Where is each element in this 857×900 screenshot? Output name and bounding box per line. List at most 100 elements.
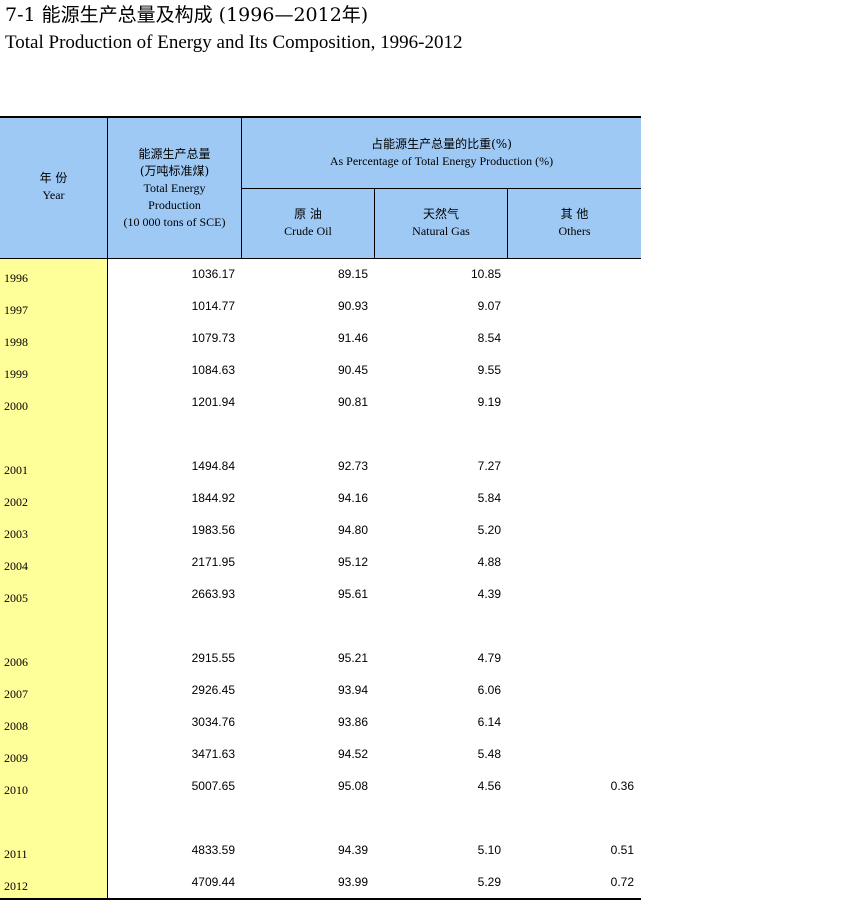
table-row: 2008 3034.76 93.86 6.14 <box>0 715 641 735</box>
header-gas-en: Natural Gas <box>412 224 470 238</box>
cell-oil: 93.99 <box>337 875 368 889</box>
page-subtitle: Total Production of Energy and Its Compo… <box>5 32 463 53</box>
cell-year: 2006 <box>4 655 28 669</box>
cell-total: 1983.56 <box>191 523 235 537</box>
cell-year: 2003 <box>4 527 28 541</box>
table-row: 1997 1014.77 90.93 9.07 <box>0 299 641 319</box>
cell-total: 4709.44 <box>191 875 235 889</box>
header-total-cn2: (万吨标准煤) <box>139 164 210 178</box>
cell-others: 0.36 <box>610 779 634 793</box>
table-row: 2004 2171.95 95.12 4.88 <box>0 555 641 575</box>
cell-others: 0.72 <box>610 875 634 889</box>
table-row: 2006 2915.55 95.21 4.79 <box>0 651 641 671</box>
cell-total: 3034.76 <box>191 715 235 729</box>
cell-gas: 5.84 <box>477 491 501 505</box>
header-total-cn1: 能源生产总量 <box>138 147 211 161</box>
cell-oil: 95.21 <box>337 651 368 665</box>
cell-total: 4833.59 <box>191 843 235 857</box>
cell-oil: 95.08 <box>337 779 368 793</box>
gas-column-divider <box>507 188 508 259</box>
cell-year: 2002 <box>4 495 28 509</box>
header-year-cn: 年 份 <box>39 171 68 185</box>
header-gas-cn: 天然气 <box>422 207 459 221</box>
cell-gas: 5.20 <box>477 523 501 537</box>
cell-gas: 5.48 <box>477 747 501 761</box>
table-row: 2001 1494.84 92.73 7.27 <box>0 459 641 479</box>
cell-year: 2008 <box>4 719 28 733</box>
cell-gas: 4.79 <box>477 651 501 665</box>
header-total-en2: Production <box>148 198 201 212</box>
cell-total: 1036.17 <box>191 267 235 281</box>
cell-oil: 94.39 <box>337 843 368 857</box>
table-row: 2012 4709.44 93.99 5.29 0.72 <box>0 875 641 895</box>
header-others-cn: 其 他 <box>560 207 589 221</box>
cell-oil: 92.73 <box>337 459 368 473</box>
cell-oil: 93.86 <box>337 715 368 729</box>
cell-total: 1079.73 <box>191 331 235 345</box>
table-row: 2011 4833.59 94.39 5.10 0.51 <box>0 843 641 863</box>
cell-oil: 94.16 <box>337 491 368 505</box>
page-title: 7-1 能源生产总量及构成 (1996—2012年) <box>5 4 369 26</box>
cell-oil: 93.94 <box>337 683 368 697</box>
cell-oil: 95.12 <box>337 555 368 569</box>
cell-oil: 90.81 <box>337 395 368 409</box>
table-top-border <box>0 116 641 118</box>
cell-year: 1997 <box>4 303 28 317</box>
table-row: 1996 1036.17 89.15 10.85 <box>0 267 641 287</box>
cell-gas: 5.29 <box>477 875 501 889</box>
cell-gas: 4.56 <box>477 779 501 793</box>
cell-year: 1998 <box>4 335 28 349</box>
cell-gas: 4.88 <box>477 555 501 569</box>
table-row: 2007 2926.45 93.94 6.06 <box>0 683 641 703</box>
header-oil-cn: 原 油 <box>294 207 322 221</box>
cell-total: 1014.77 <box>191 299 235 313</box>
header-bottom-border <box>0 258 641 259</box>
table-row: 1999 1084.63 90.45 9.55 <box>0 363 641 383</box>
cell-year: 2012 <box>4 879 28 893</box>
header-oil-en: Crude Oil <box>284 224 332 238</box>
header-year-en: Year <box>42 188 65 202</box>
header-share-cn: 占能源生产总量的比重(%) <box>371 137 512 151</box>
header-others: 其 他 Others <box>508 206 641 240</box>
subheader-divider <box>241 188 641 189</box>
cell-gas: 10.85 <box>470 267 501 281</box>
cell-gas: 9.07 <box>477 299 501 313</box>
cell-oil: 94.80 <box>337 523 368 537</box>
cell-year: 2004 <box>4 559 28 573</box>
cell-gas: 5.10 <box>477 843 501 857</box>
cell-year: 2000 <box>4 399 28 413</box>
cell-oil: 90.45 <box>337 363 368 377</box>
header-year: 年 份 Year <box>0 170 107 204</box>
cell-gas: 6.14 <box>477 715 501 729</box>
year-column-background <box>0 259 107 900</box>
cell-oil: 89.15 <box>337 267 368 281</box>
cell-oil: 91.46 <box>337 331 368 345</box>
energy-production-table: 年 份 Year 能源生产总量 (万吨标准煤) Total Energy Pro… <box>0 116 641 900</box>
cell-year: 2007 <box>4 687 28 701</box>
table-row: 2002 1844.92 94.16 5.84 <box>0 491 641 511</box>
header-gas: 天然气 Natural Gas <box>375 206 507 240</box>
cell-total: 1201.94 <box>191 395 235 409</box>
header-others-en: Others <box>558 224 591 238</box>
table-bottom-border <box>0 898 641 900</box>
cell-total: 2915.55 <box>191 651 235 665</box>
cell-year: 1999 <box>4 367 28 381</box>
table-row: 2009 3471.63 94.52 5.48 <box>0 747 641 767</box>
cell-oil: 90.93 <box>337 299 368 313</box>
cell-total: 2171.95 <box>191 555 235 569</box>
cell-year: 2010 <box>4 783 28 797</box>
cell-total: 1844.92 <box>191 491 235 505</box>
cell-gas: 8.54 <box>477 331 501 345</box>
header-oil: 原 油 Crude Oil <box>242 206 374 240</box>
year-column-divider <box>107 116 108 900</box>
cell-gas: 9.19 <box>477 395 501 409</box>
cell-total: 5007.65 <box>191 779 235 793</box>
table-row: 2005 2663.93 95.61 4.39 <box>0 587 641 607</box>
cell-oil: 94.52 <box>337 747 368 761</box>
cell-gas: 6.06 <box>477 683 501 697</box>
cell-others: 0.51 <box>610 843 634 857</box>
header-share-en: As Percentage of Total Energy Production… <box>329 154 554 168</box>
cell-gas: 9.55 <box>477 363 501 377</box>
cell-total: 1084.63 <box>191 363 235 377</box>
table-row: 1998 1079.73 91.46 8.54 <box>0 331 641 351</box>
